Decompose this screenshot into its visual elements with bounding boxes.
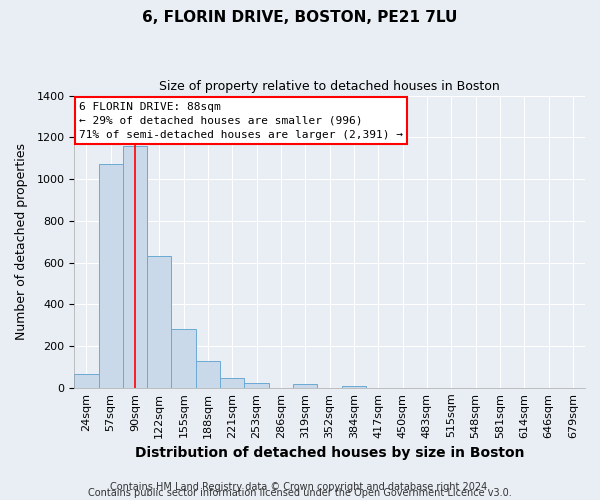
Bar	[244, 382, 269, 388]
Bar	[293, 384, 317, 388]
Text: 6 FLORIN DRIVE: 88sqm
← 29% of detached houses are smaller (996)
71% of semi-det: 6 FLORIN DRIVE: 88sqm ← 29% of detached …	[79, 102, 403, 140]
Y-axis label: Number of detached properties: Number of detached properties	[15, 143, 28, 340]
Text: Contains HM Land Registry data © Crown copyright and database right 2024.: Contains HM Land Registry data © Crown c…	[110, 482, 490, 492]
Bar	[196, 360, 220, 388]
X-axis label: Distribution of detached houses by size in Boston: Distribution of detached houses by size …	[135, 446, 524, 460]
Bar	[220, 378, 244, 388]
Text: 6, FLORIN DRIVE, BOSTON, PE21 7LU: 6, FLORIN DRIVE, BOSTON, PE21 7LU	[142, 10, 458, 25]
Bar	[123, 146, 147, 388]
Bar	[74, 374, 98, 388]
Title: Size of property relative to detached houses in Boston: Size of property relative to detached ho…	[159, 80, 500, 93]
Bar	[98, 164, 123, 388]
Bar	[147, 256, 172, 388]
Bar	[342, 386, 366, 388]
Text: Contains public sector information licensed under the Open Government Licence v3: Contains public sector information licen…	[88, 488, 512, 498]
Bar	[172, 330, 196, 388]
